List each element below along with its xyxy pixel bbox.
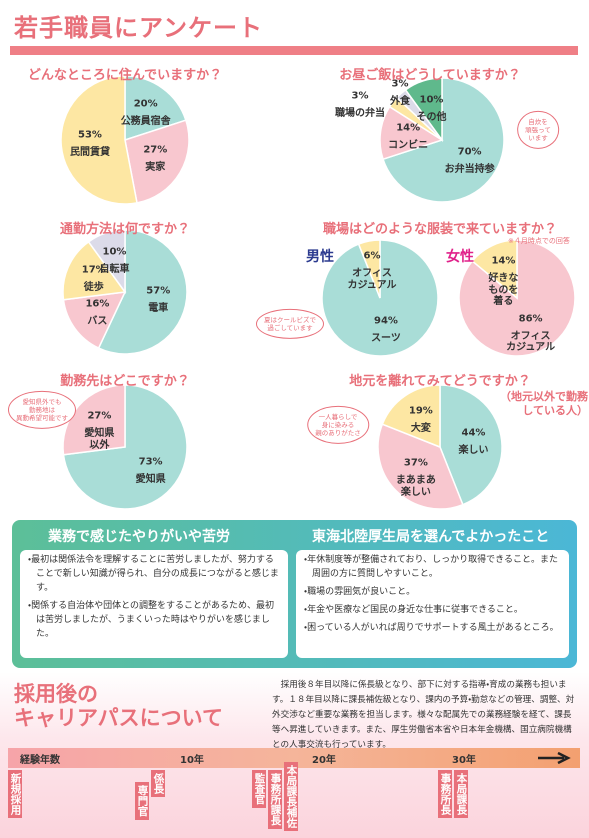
- slice-label: 実家: [145, 161, 166, 173]
- timeline-arrow: [538, 752, 571, 764]
- list-item: 関係する自治体や団体との調整をすることがあるため、最初は苦労しましたが、うまくい…: [31, 600, 280, 642]
- chart-title: お昼ご飯はどうしていますか？: [339, 68, 521, 83]
- slice-label: 徒歩: [83, 282, 104, 294]
- slice-label: 公務員宿舎: [120, 115, 171, 127]
- series-name: 女性: [446, 249, 474, 265]
- list-item: 年休制度等が整備されており、しっかり取得できること。また周囲の方に質問しやすいこ…: [307, 554, 561, 582]
- chart-title: 職場はどのような服装で来ていますか？: [322, 222, 558, 237]
- list-item: 年金や医療など国民の身近な仕事に従事できること。: [307, 604, 561, 618]
- chart-title: 通勤方法は何ですか？: [59, 222, 191, 237]
- annotation: 自炊を 頑張って います: [517, 110, 559, 150]
- slice-value: 14%: [396, 121, 421, 133]
- good-list: 年休制度等が整備されており、しっかり取得できること。また周囲の方に質問しやすいこ…: [296, 550, 569, 658]
- axis-label: 経験年数: [20, 755, 60, 766]
- slice-value: 17%: [81, 264, 106, 276]
- slice-value: 57%: [146, 285, 171, 297]
- slice-value: 27%: [87, 410, 112, 422]
- position-tag: 新規採用: [8, 770, 22, 818]
- slice-label: まあまあ 楽しい: [395, 475, 436, 498]
- slice-value: 16%: [85, 298, 110, 310]
- chart-title: 勤務先はどこですか？: [60, 374, 190, 389]
- slice-value: 10%: [419, 93, 444, 105]
- position-tag: 事務所課長: [268, 770, 282, 829]
- list-item: 困っている人がいれば周りでサポートする風土があるところ。: [307, 622, 561, 636]
- year-label: 10年: [180, 755, 204, 766]
- position-tag: 本局課長補佐: [284, 762, 298, 831]
- slice-label: 愛知県 以外: [84, 428, 115, 451]
- section-title: 業務で感じたやりがいや苦労: [48, 529, 230, 545]
- career-text: 採用後８年目以降に係長級となり、部下に対する指導・育成の業務も担います。１８年目…: [272, 680, 575, 751]
- slice-label: その他: [416, 111, 447, 123]
- slice-value: 37%: [403, 457, 428, 469]
- series-name: 男性: [306, 249, 334, 265]
- chart-title: どんなところに住んでいますか？: [27, 68, 223, 83]
- title-bar: [10, 46, 578, 55]
- position-tag: 本局課長: [454, 770, 468, 818]
- slice-value: 94%: [374, 315, 398, 327]
- slice-value: 27%: [143, 144, 168, 156]
- year-label: 20年: [312, 755, 336, 766]
- slice-label: お弁当持参: [444, 164, 495, 176]
- slice-label: 職場の弁当: [335, 108, 385, 119]
- slice-label: オフィス カジュアル: [347, 268, 397, 291]
- slice-value: 86%: [518, 313, 543, 325]
- slice-value: 3%: [351, 90, 369, 102]
- annotation: 一人暮らしで 身に染みる 親のありがたさ: [307, 405, 369, 445]
- chart-note: ※４月時点での回答: [508, 237, 570, 245]
- slice-label: オフィス カジュアル: [506, 330, 556, 354]
- slice-value: 70%: [457, 146, 482, 158]
- slice-value: 19%: [408, 405, 433, 417]
- page-title: 若手職員にアンケート: [14, 14, 264, 42]
- position-tag: 係長: [151, 770, 165, 797]
- list-item: 最初は関係法令を理解することに苦労しましたが、努力することで新しい知識が得られ、…: [31, 554, 280, 596]
- slice-value: 14%: [491, 255, 516, 267]
- worries-list: 最初は関係法令を理解することに苦労しましたが、努力することで新しい知識が得られ、…: [20, 550, 288, 658]
- annotation: 夏はクールビズで 過ごしています: [256, 308, 324, 340]
- slice-value: 20%: [133, 97, 158, 109]
- slice-label: バス: [87, 316, 108, 328]
- career-title: 採用後の キャリアパスについて: [14, 682, 223, 731]
- timeline-bar: [8, 748, 580, 768]
- slice-value: 53%: [77, 129, 102, 141]
- chart-title: 地元を離れてみてどうですか？: [349, 374, 531, 389]
- year-label: 30年: [452, 755, 476, 766]
- comments-box: 業務で感じたやりがいや苦労 東海北陸厚生局を選んでよかったこと 最初は関係法令を…: [12, 520, 577, 668]
- slice-label: 好きな ものを 着る: [488, 273, 519, 308]
- slice-label: 電車: [148, 303, 169, 315]
- slice-label: 自転車: [99, 263, 130, 275]
- slice-label: 民間賃貸: [69, 147, 110, 159]
- pie-slice: [62, 384, 188, 510]
- position-tag: 事務所長: [438, 770, 452, 818]
- annotation: 愛知県外でも 勤務地は 異動希望可能です: [8, 390, 76, 430]
- slice-label: スーツ: [371, 333, 401, 345]
- slice-value: 3%: [391, 78, 409, 90]
- slice-label: 大変: [410, 422, 431, 434]
- position-tag: 専門官: [135, 782, 149, 820]
- chart-subtitle: （地元以外で勤務 している人）: [500, 390, 588, 418]
- slice-label: コンビニ: [388, 139, 429, 151]
- slice-value: 73%: [138, 455, 163, 467]
- slice-label: 楽しい: [458, 444, 489, 456]
- slice-value: 10%: [102, 245, 127, 257]
- position-tag: 監査官: [252, 770, 266, 808]
- slice-label: 外食: [390, 96, 410, 107]
- slice-label: 愛知県: [135, 473, 166, 485]
- list-item: 職場の雰囲気が良いこと。: [307, 586, 561, 600]
- slice-value: 6%: [363, 250, 381, 262]
- section-title: 東海北陸厚生局を選んでよかったこと: [312, 529, 550, 545]
- slice-value: 44%: [461, 426, 486, 438]
